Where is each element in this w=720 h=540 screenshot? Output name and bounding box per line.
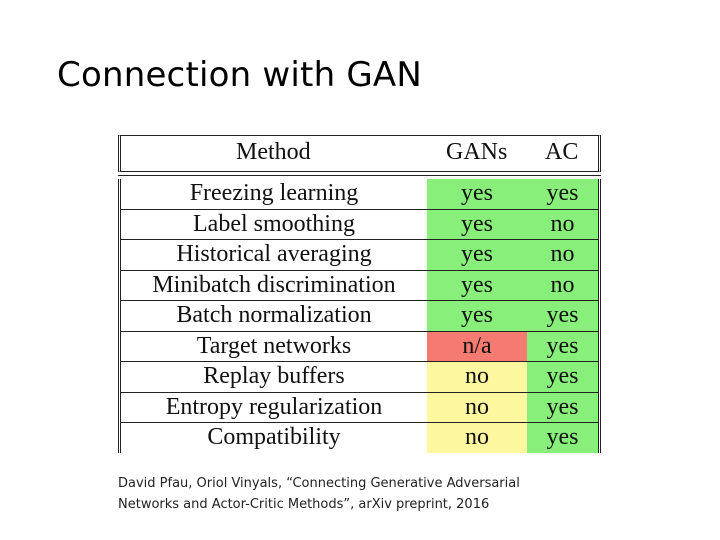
method-cell: Historical averaging <box>176 241 372 268</box>
gans-cell: yes <box>427 209 527 239</box>
ac-cell: no <box>527 240 598 270</box>
table-body: Freezing learning yes yes Label smoothing ye… <box>118 179 601 453</box>
header-divider <box>118 175 601 176</box>
table-row: Freezing learning yes yes <box>121 179 598 210</box>
header-ac: AC <box>545 139 579 165</box>
ac-cell: no <box>527 270 598 300</box>
table-row: Target networks n/a yes <box>121 331 598 362</box>
method-cell: Freezing learning <box>189 180 359 207</box>
ac-cell: yes <box>527 331 598 361</box>
ac-cell: yes <box>527 362 598 392</box>
ac-cell: yes <box>527 179 598 209</box>
gans-cell: n/a <box>427 331 527 361</box>
method-cell: Label smoothing <box>193 210 355 237</box>
method-cell: Entropy regularization <box>165 393 383 420</box>
gans-cell: no <box>427 362 527 392</box>
ac-cell: no <box>527 209 598 239</box>
gans-cell: yes <box>427 179 527 209</box>
citation-line-2: Networks and Actor-Critic Methods”, arXi… <box>118 497 490 512</box>
method-cell: Minibatch discrimination <box>152 271 396 298</box>
gans-cell: yes <box>427 270 527 300</box>
table-row: Replay buffers no yes <box>121 362 598 393</box>
slide-title: Connection with GAN <box>57 55 422 95</box>
ac-cell: yes <box>527 392 598 422</box>
method-cell: Compatibility <box>207 424 341 451</box>
ac-cell: yes <box>527 301 598 331</box>
ac-cell: yes <box>527 423 598 453</box>
table-row: Label smoothing yes no <box>121 209 598 240</box>
gans-cell: no <box>427 423 527 453</box>
table-header: Method GANs AC <box>118 135 601 172</box>
table-row: Historical averaging yes no <box>121 240 598 271</box>
gans-cell: yes <box>427 240 527 270</box>
method-cell: Batch normalization <box>176 302 372 329</box>
citation-line-1: David Pfau, Oriol Vinyals, “Connecting G… <box>118 476 520 491</box>
citation: David Pfau, Oriol Vinyals, “Connecting G… <box>118 473 638 515</box>
header-method: Method <box>236 139 311 165</box>
header-gans: GANs <box>446 139 508 165</box>
gans-cell: no <box>427 392 527 422</box>
table-row: Minibatch discrimination yes no <box>121 270 598 301</box>
table-row: Entropy regularization no yes <box>121 392 598 423</box>
method-cell: Replay buffers <box>203 363 345 390</box>
table-row: Compatibility no yes <box>121 423 598 453</box>
gans-cell: yes <box>427 301 527 331</box>
method-cell: Target networks <box>196 332 352 359</box>
table-row: Batch normalization yes yes <box>121 301 598 332</box>
comparison-table: Method GANs AC Freezing learning yes yes La… <box>118 135 603 460</box>
